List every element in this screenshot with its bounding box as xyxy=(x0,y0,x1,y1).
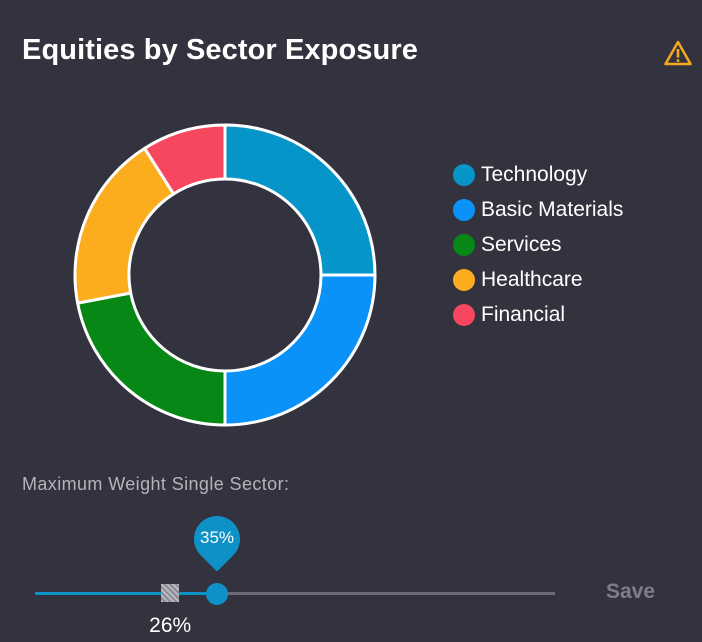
slice-basic-materials[interactable] xyxy=(223,273,377,427)
current-weight-label: 26% xyxy=(149,614,192,637)
max-weight-slider[interactable]: 26% 35% xyxy=(35,506,555,637)
legend-label-services: Services xyxy=(481,232,562,256)
slice-services[interactable] xyxy=(76,291,227,427)
legend-swatch-healthcare xyxy=(453,268,475,291)
legend-label-financial: Financial xyxy=(481,302,566,326)
save-button[interactable]: Save xyxy=(598,576,663,608)
legend-item-technology[interactable]: Technology xyxy=(453,157,623,192)
slider-thumb[interactable] xyxy=(206,583,228,605)
slider-track[interactable] xyxy=(35,592,555,595)
legend-item-healthcare[interactable]: Healthcare xyxy=(453,262,623,297)
slice-technology[interactable] xyxy=(223,123,377,277)
slider-fill xyxy=(35,592,217,595)
legend-label-technology: Technology xyxy=(481,162,588,186)
sector-donut-chart xyxy=(73,123,377,427)
legend-item-basic-materials[interactable]: Basic Materials xyxy=(453,192,623,227)
legend-item-financial[interactable]: Financial xyxy=(453,297,623,332)
legend-item-services[interactable]: Services xyxy=(453,227,623,262)
legend-swatch-basic-materials xyxy=(453,198,475,221)
legend-swatch-technology xyxy=(453,163,475,186)
legend-label-healthcare: Healthcare xyxy=(481,267,583,291)
current-weight-marker xyxy=(161,584,180,602)
chart-legend: Technology Basic Materials Services Healthc… xyxy=(453,157,623,332)
legend-swatch-financial xyxy=(453,303,475,326)
slider-value-label: 35% xyxy=(199,528,235,547)
panel-title: Equities by Sector Exposure xyxy=(22,34,418,66)
warning-triangle-icon[interactable] xyxy=(664,40,692,66)
legend-swatch-services xyxy=(453,233,475,256)
legend-label-basic-materials: Basic Materials xyxy=(481,197,624,221)
max-weight-label: Maximum Weight Single Sector: xyxy=(22,474,290,494)
slice-financial[interactable] xyxy=(143,123,227,196)
